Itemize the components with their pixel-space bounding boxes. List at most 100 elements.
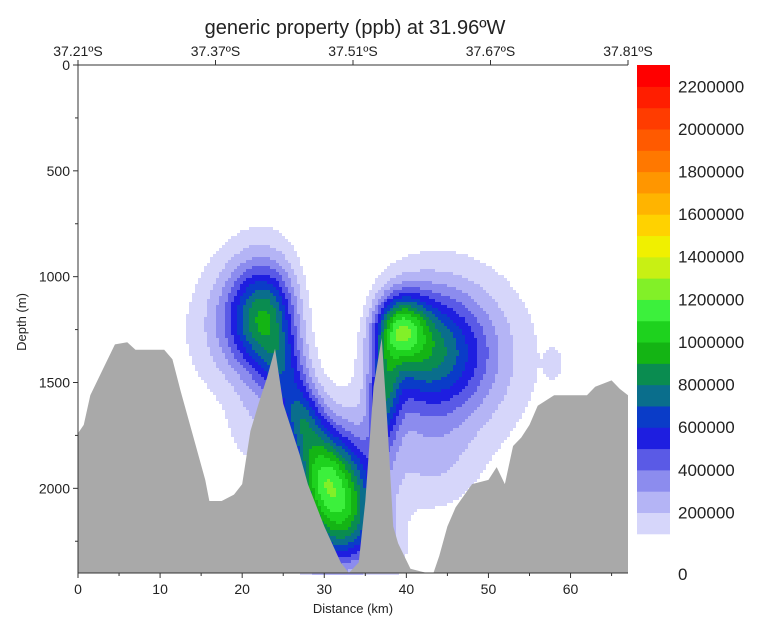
contour-cell	[297, 335, 300, 338]
contour-cell	[549, 377, 555, 380]
contour-cell	[186, 341, 207, 344]
contour-cell	[426, 401, 441, 404]
contour-cell	[372, 341, 375, 344]
contour-cell	[216, 335, 225, 338]
contour-cell	[336, 401, 360, 404]
contour-cell	[366, 404, 369, 407]
contour-cell	[453, 383, 468, 386]
contour-cell	[297, 326, 300, 329]
contour-cell	[339, 431, 351, 434]
contour-cell	[279, 341, 285, 344]
contour-cell	[393, 284, 447, 287]
contour-cell	[237, 359, 246, 362]
contour-cell	[345, 503, 351, 506]
contour-cell	[345, 506, 351, 509]
contour-cell	[240, 335, 246, 338]
contour-cell	[387, 296, 393, 299]
contour-cell	[357, 347, 363, 350]
contour-cell	[378, 347, 381, 350]
contour-cell	[477, 434, 510, 437]
contour-cell	[369, 323, 372, 326]
contour-cell	[399, 449, 465, 452]
contour-cell	[339, 452, 348, 455]
contour-cell	[465, 335, 474, 338]
contour-cell	[363, 347, 369, 350]
contour-cell	[219, 296, 228, 299]
contour-cell	[483, 287, 513, 290]
contour-cell	[318, 473, 336, 476]
contour-cell	[204, 323, 216, 326]
contour-cell	[399, 488, 468, 491]
contour-cell	[393, 368, 432, 371]
contour-cell	[396, 410, 399, 413]
contour-cell	[276, 311, 282, 314]
contour-cell	[432, 290, 462, 293]
contour-cell	[348, 479, 351, 482]
contour-cell	[369, 290, 378, 293]
contour-cell	[318, 512, 324, 515]
contour-cell	[285, 362, 291, 365]
contour-cell	[423, 326, 429, 329]
contour-cell	[387, 491, 399, 494]
contour-cell	[381, 365, 387, 368]
contour-cell	[294, 317, 300, 320]
contour-cell	[291, 299, 297, 302]
contour-cell	[216, 395, 240, 398]
contour-cell	[375, 320, 378, 323]
contour-cell	[282, 311, 285, 314]
contour-cell	[426, 320, 432, 323]
contour-cell	[405, 377, 414, 380]
contour-cell	[477, 407, 498, 410]
contour-cell	[309, 392, 312, 395]
contour-cell	[363, 344, 369, 347]
contour-cell	[486, 311, 504, 314]
contour-cell	[498, 338, 513, 341]
colorbar-swatch	[637, 384, 670, 407]
contour-cell	[291, 428, 294, 431]
contour-cell	[456, 380, 468, 383]
contour-cell	[378, 314, 381, 317]
contour-cell	[219, 344, 228, 347]
contour-cell	[225, 416, 252, 419]
contour-cell	[243, 341, 249, 344]
contour-cell	[315, 401, 318, 404]
contour-cell	[225, 353, 234, 356]
colorbar	[637, 65, 670, 556]
contour-cell	[441, 377, 459, 380]
contour-cell	[312, 362, 321, 365]
contour-cell	[375, 338, 378, 341]
contour-cell	[207, 386, 234, 389]
contour-cell	[324, 446, 333, 449]
contour-cell	[237, 293, 243, 296]
contour-cell	[288, 320, 291, 323]
contour-cell	[396, 536, 408, 539]
contour-cell	[513, 368, 537, 371]
contour-cell	[237, 371, 249, 374]
contour-cell	[399, 410, 453, 413]
contour-cell	[369, 404, 372, 407]
contour-cell	[261, 365, 270, 368]
contour-cell	[228, 296, 234, 299]
contour-cell	[282, 389, 300, 392]
contour-cell	[396, 314, 411, 317]
contour-cell	[354, 545, 366, 548]
x-tick-label: 20	[234, 581, 250, 597]
contour-cell	[399, 491, 465, 494]
contour-cell	[297, 362, 300, 365]
contour-cell	[339, 467, 345, 470]
contour-cell	[300, 290, 309, 293]
contour-cell	[513, 359, 561, 362]
contour-cell	[468, 347, 477, 350]
contour-cell	[297, 278, 306, 281]
contour-cell	[495, 332, 510, 335]
contour-cell	[513, 353, 540, 356]
contour-cell	[501, 401, 528, 404]
colorbar-swatch	[637, 107, 670, 130]
colorbar-swatch	[637, 448, 670, 471]
contour-cell	[384, 353, 390, 356]
contour-cell	[498, 347, 513, 350]
contour-cell	[384, 320, 387, 323]
contour-cell	[330, 527, 348, 530]
contour-cell	[513, 350, 537, 353]
contour-cell	[321, 515, 327, 518]
